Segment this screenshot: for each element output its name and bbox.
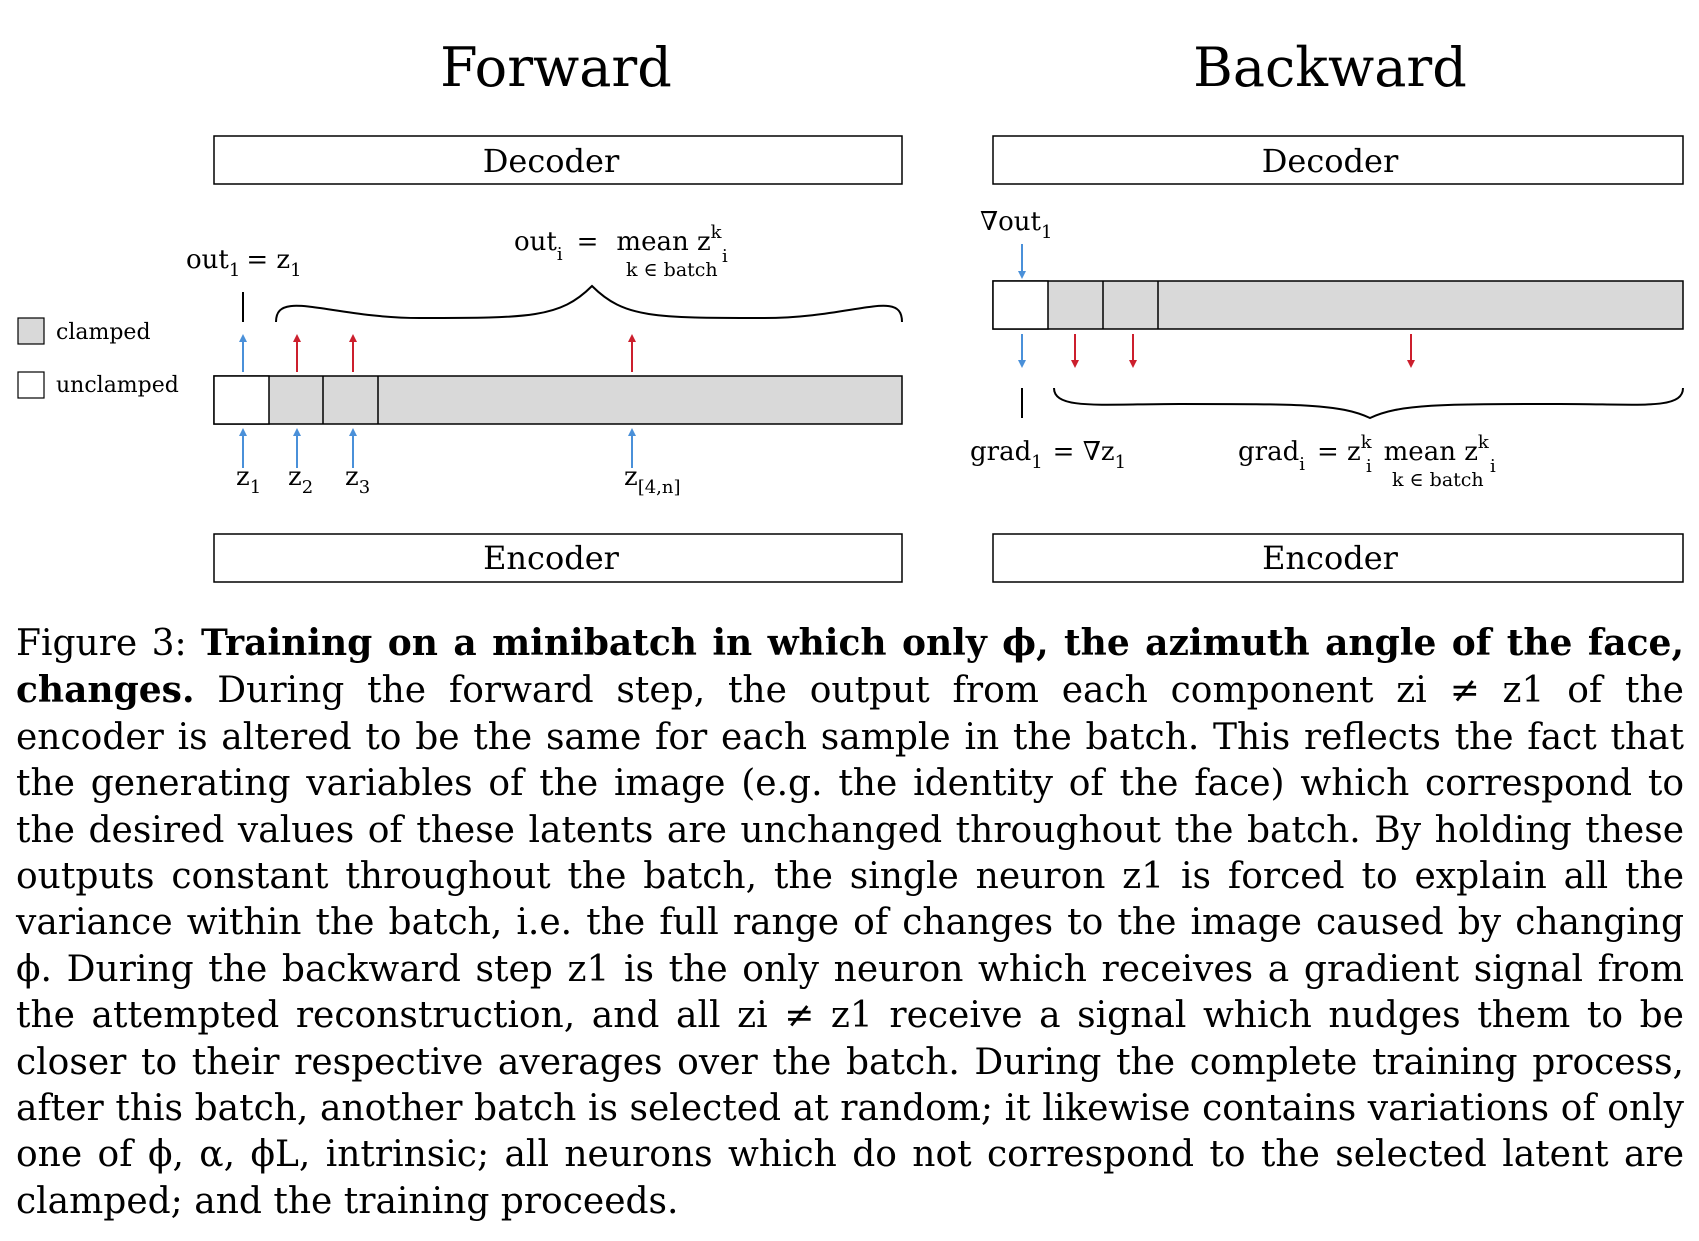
legend-unclamped-swatch: [17, 371, 45, 399]
z3-label: z3: [345, 462, 370, 498]
figure-caption: Figure 3: Training on a minibatch in whi…: [16, 620, 1684, 1225]
z2-label: z2: [288, 462, 313, 498]
forward-cell-z1: [213, 375, 270, 425]
backward-latent-bar: [992, 280, 1684, 330]
caption-title: Training on a minibatch in which only ϕ,…: [16, 622, 1684, 712]
backward-encoder-box: [992, 533, 1684, 583]
backward-brace: [1053, 387, 1684, 420]
forward-encoder-box: [213, 533, 903, 583]
gradi-z-subscript: i: [1366, 456, 1372, 477]
z1-label: z1: [236, 462, 261, 498]
forward-latent-bar: [213, 375, 903, 425]
outi-equation: outi = mean zk: [514, 222, 723, 265]
grad1-equation: grad1 = ∇z1: [970, 437, 1126, 473]
caption-label: Figure 3:: [16, 623, 187, 664]
gradi-mean-subscript: i: [1490, 456, 1496, 477]
backward-cell-z1: [992, 280, 1049, 330]
backward-title: Backward: [1193, 36, 1467, 99]
backward-decoder-label: Decoder: [1262, 142, 1399, 180]
caption-body: During the forward step, the output from…: [16, 670, 1684, 1222]
backward-encoder-label: Encoder: [1262, 539, 1399, 577]
outi-mean-subscript: i: [722, 246, 728, 267]
training-diagram: Forward Backward Decoder Decoder Encoder…: [17, 36, 1684, 583]
forward-decoder-box: [213, 135, 903, 185]
forward-brace: [275, 284, 903, 323]
gradi-equation: gradi = zk mean zk: [1238, 432, 1490, 475]
forward-encoder-label: Encoder: [483, 539, 620, 577]
legend-clamped-label: clamped: [56, 320, 151, 345]
legend-clamped-swatch: [17, 317, 45, 345]
forward-title: Forward: [440, 36, 672, 99]
grad-out-label: ∇out1: [980, 207, 1052, 243]
backward-decoder-box: [992, 135, 1684, 185]
legend-unclamped-label: unclamped: [56, 373, 179, 398]
z4n-label: z[4,n]: [624, 462, 681, 498]
forward-decoder-label: Decoder: [483, 142, 620, 180]
out1-equation: out1 = z1: [186, 245, 302, 281]
outi-mean-underset: k ∈ batch: [626, 259, 718, 281]
gradi-mean-underset: k ∈ batch: [1392, 469, 1484, 491]
